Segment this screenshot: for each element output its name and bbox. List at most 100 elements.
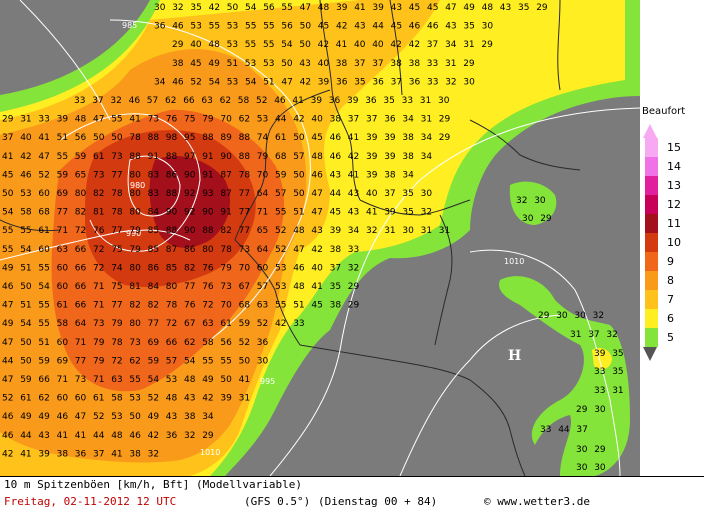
- wind-value: 79: [220, 263, 232, 273]
- wind-value: 45: [311, 301, 322, 311]
- wind-value: 43: [184, 394, 195, 404]
- wind-value: 78: [111, 338, 123, 348]
- wind-value: 90: [184, 170, 196, 180]
- wind-value: 41: [57, 431, 68, 441]
- wind-value: 51: [20, 263, 31, 273]
- wind-value: 72: [93, 245, 104, 255]
- wind-value: 34: [421, 133, 433, 143]
- wind-value: 30: [594, 463, 606, 473]
- wind-value: 82: [184, 263, 195, 273]
- wind-value: 58: [111, 394, 123, 404]
- weather-map: 985 980 990 1010 995 1010 30 32 35 42 50 54 56 55 47 4…: [0, 0, 640, 476]
- wind-value: 88: [148, 133, 160, 143]
- wind-value: 40: [366, 189, 378, 199]
- wind-value: 68: [275, 152, 287, 162]
- wind-value: 55: [220, 356, 231, 366]
- legend-swatch: [645, 176, 658, 195]
- wind-value: 46: [311, 170, 323, 180]
- wind-value: 92: [184, 189, 195, 199]
- wind-value: 32: [445, 77, 456, 87]
- wind-value: 37: [588, 330, 599, 340]
- wind-value: 45: [318, 22, 329, 32]
- wind-value: 35: [190, 3, 201, 13]
- wind-value: 42: [318, 40, 329, 50]
- wind-value: 48: [318, 3, 330, 13]
- wind-value: 33: [427, 77, 438, 87]
- wind-value: 50: [129, 412, 141, 422]
- legend-level-13: 13: [643, 176, 701, 195]
- wind-value: 61: [20, 394, 31, 404]
- wind-value: 55: [245, 40, 256, 50]
- wind-value: 42: [311, 245, 322, 255]
- wind-value: 67: [184, 319, 195, 329]
- wind-value: 39: [220, 394, 232, 404]
- wind-value: 78: [166, 301, 178, 311]
- wind-value: 71: [93, 301, 104, 311]
- wind-value: 59: [38, 356, 50, 366]
- wind-value: 32: [366, 226, 377, 236]
- wind-value: 54: [38, 282, 50, 292]
- wind-value: 88: [239, 133, 251, 143]
- legend-swatch: [645, 252, 658, 271]
- beaufort-legend: Beaufort 15 14 13 12 11 10 9 8 7 6 5: [640, 0, 704, 476]
- wind-value: 35: [402, 189, 413, 199]
- wind-value: 82: [148, 301, 159, 311]
- isobars: [0, 0, 640, 476]
- wind-value: 54: [148, 375, 160, 385]
- wind-value: 36: [409, 77, 421, 87]
- wind-value: 35: [354, 77, 365, 87]
- wind-value: 30: [154, 3, 166, 13]
- wind-value: 54: [245, 3, 257, 13]
- wind-value: 29: [536, 3, 548, 13]
- wind-value: 39: [318, 77, 330, 87]
- wind-value: 53: [190, 22, 201, 32]
- wind-value: 61: [57, 301, 68, 311]
- wind-value: 29: [463, 59, 475, 69]
- wind-value: 38: [402, 152, 414, 162]
- wind-value: 60: [257, 263, 269, 273]
- wind-value: 66: [166, 338, 178, 348]
- wind-value: 39: [366, 133, 378, 143]
- wind-value: 88: [239, 152, 251, 162]
- wind-value: 29: [2, 115, 14, 125]
- wind-value: 43: [500, 3, 511, 13]
- wind-value: 48: [293, 282, 305, 292]
- wind-value: 45: [409, 3, 420, 13]
- copyright-link[interactable]: © www.wetter3.de: [484, 495, 590, 508]
- wind-value: 98: [166, 133, 178, 143]
- wind-value: 40: [318, 59, 330, 69]
- wind-value: 46: [57, 412, 69, 422]
- wind-value: 79: [93, 356, 105, 366]
- wind-value: 73: [75, 375, 86, 385]
- wind-value: 50: [20, 356, 32, 366]
- wind-value: 36: [166, 431, 178, 441]
- wind-value: 67: [239, 282, 250, 292]
- wind-value: 52: [275, 245, 286, 255]
- wind-value: 49: [208, 59, 220, 69]
- wind-value: 53: [275, 263, 286, 273]
- wind-value: 56: [281, 22, 293, 32]
- wind-value: 36: [365, 96, 377, 106]
- wind-value: 51: [293, 208, 304, 218]
- wind-value: 85: [148, 226, 159, 236]
- wind-value: 73: [111, 152, 122, 162]
- wind-value: 45: [330, 208, 341, 218]
- wind-value: 38: [330, 245, 342, 255]
- wind-value: 50: [300, 22, 312, 32]
- wind-value: 56: [75, 133, 87, 143]
- wind-value: 73: [93, 170, 104, 180]
- wind-value: 76: [166, 115, 178, 125]
- wind-value: 88: [166, 189, 178, 199]
- wind-value: 84: [148, 208, 160, 218]
- wind-value: 33: [293, 319, 304, 329]
- wind-value: 39: [366, 170, 378, 180]
- wind-value: 48: [208, 40, 220, 50]
- legend-swatch: [645, 309, 658, 328]
- wind-value: 55: [38, 301, 49, 311]
- wind-value: 74: [111, 263, 123, 273]
- wind-value: 29: [172, 40, 184, 50]
- wind-value: 68: [239, 301, 251, 311]
- wind-value: 37: [391, 77, 402, 87]
- wind-value: 40: [311, 115, 323, 125]
- wind-value: 59: [20, 375, 32, 385]
